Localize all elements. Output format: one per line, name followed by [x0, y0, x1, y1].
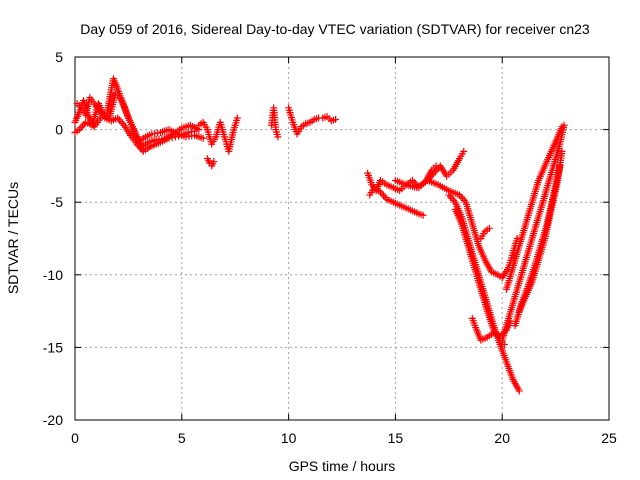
y-tick-label: 0 — [55, 122, 63, 138]
series-track-o — [498, 121, 568, 344]
y-axis-label: SDTVAR / TECUs — [5, 182, 21, 294]
series-track-n — [468, 314, 515, 344]
y-tick-label: -10 — [43, 267, 63, 283]
series-track-p — [502, 123, 566, 293]
x-tick-label: 20 — [494, 430, 510, 446]
y-tick-label: -20 — [43, 412, 63, 428]
data-point — [274, 133, 282, 141]
data-point — [184, 129, 192, 137]
y-tick-label: -5 — [51, 194, 64, 210]
data-point — [500, 340, 508, 348]
series-track-j — [423, 147, 468, 184]
series-track-r — [515, 147, 566, 315]
y-tick-label: 5 — [55, 49, 63, 65]
y-tick-label: -15 — [43, 339, 63, 355]
series-track-k — [391, 176, 521, 282]
data-point — [187, 128, 195, 136]
data-point — [558, 147, 566, 155]
data-point — [168, 134, 176, 142]
x-axis-label: GPS time / hours — [289, 458, 396, 474]
x-tick-label: 25 — [601, 430, 617, 446]
data-point — [558, 123, 566, 131]
data-marks — [71, 75, 568, 395]
series-track-g — [285, 104, 340, 138]
axis-ticks: 0 5 10 15 20 25 5 0 -5 -10 -15 -20 — [43, 49, 617, 446]
data-point — [233, 114, 241, 122]
grid — [75, 57, 609, 420]
data-point — [115, 116, 123, 124]
series-track-l — [445, 191, 523, 395]
series-track-e — [203, 155, 218, 170]
series-track-f — [268, 104, 282, 141]
data-point — [171, 133, 179, 141]
series-track-s — [477, 224, 493, 242]
x-tick-label: 10 — [281, 430, 297, 446]
data-point — [199, 134, 207, 142]
data-point — [515, 387, 523, 395]
data-point — [378, 190, 386, 198]
series-track-i — [366, 184, 427, 219]
series-track-c — [71, 99, 199, 155]
x-tick-label: 5 — [178, 430, 186, 446]
x-tick-label: 0 — [71, 430, 79, 446]
plot-frame — [74, 56, 610, 421]
data-point — [485, 224, 493, 232]
data-point — [380, 192, 388, 200]
data-point — [210, 158, 218, 166]
data-point — [332, 115, 340, 123]
data-point — [419, 211, 427, 219]
data-point — [448, 195, 456, 203]
data-point — [175, 132, 183, 140]
chart-title: Day 059 of 2016, Sidereal Day-to-day VTE… — [80, 21, 590, 37]
data-point — [459, 195, 467, 203]
data-point — [460, 147, 468, 155]
data-point — [77, 124, 85, 132]
data-point — [165, 134, 173, 142]
x-tick-label: 15 — [388, 430, 404, 446]
series-track-d — [195, 114, 241, 155]
data-point — [191, 127, 199, 135]
